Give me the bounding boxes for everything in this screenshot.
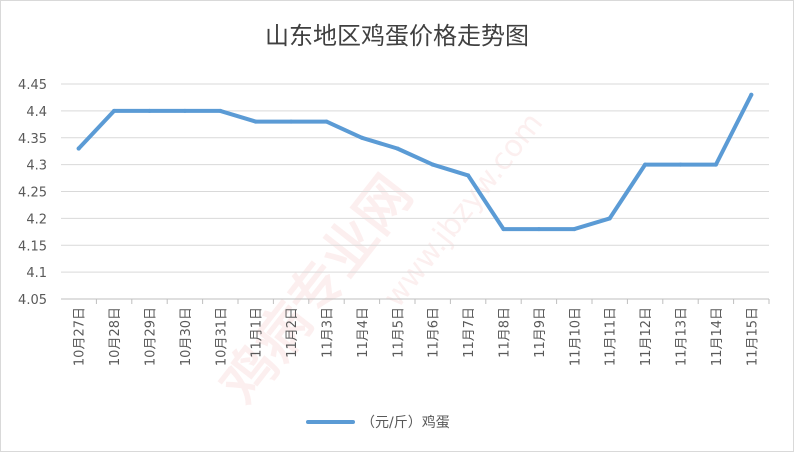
x-tick-label: 10月29日: [144, 307, 159, 366]
data-point: [182, 108, 187, 113]
y-tick-label: 4.25: [18, 186, 47, 201]
x-tick-label: 11月4日: [356, 307, 371, 358]
x-tick-label: 11月5日: [391, 307, 406, 358]
x-tick-label: 10月30日: [179, 307, 194, 366]
data-point: [501, 227, 506, 232]
x-axis-ticks: 10月27日 10月28日 10月29日 10月30日 10月31日 11月1日 11月2日…: [73, 299, 770, 366]
data-point: [324, 119, 329, 124]
chart-title: 山东地区鸡蛋价格走势图: [265, 22, 529, 50]
x-tick-label: 10月27日: [73, 307, 88, 366]
series-layer: [76, 92, 754, 232]
data-point: [430, 162, 435, 167]
data-point: [218, 108, 223, 113]
data-point: [395, 146, 400, 151]
x-tick-label: 11月12日: [639, 307, 654, 366]
x-tick-label: 10月28日: [108, 307, 123, 366]
data-point: [112, 108, 117, 113]
y-tick-label: 4.45: [18, 78, 47, 93]
x-tick-label: 11月15日: [745, 307, 760, 366]
data-point: [466, 173, 471, 178]
data-point: [643, 162, 648, 167]
x-tick-label: 11月13日: [675, 307, 690, 366]
data-point: [572, 227, 577, 232]
watermark: 鸡病专业网 www.jbzyw.com: [208, 106, 550, 415]
data-point: [289, 119, 294, 124]
data-point: [76, 146, 81, 151]
y-tick-label: 4.2: [26, 212, 47, 227]
data-point: [713, 162, 718, 167]
x-tick-label: 11月9日: [533, 307, 548, 358]
y-tick-label: 4.35: [18, 132, 47, 147]
x-tick-label: 11月11日: [604, 307, 619, 366]
y-tick-label: 4.1: [26, 266, 47, 281]
data-point: [359, 135, 364, 140]
data-point: [749, 92, 754, 97]
data-point: [147, 108, 152, 113]
y-axis-ticks: 4.05 4.1 4.15 4.2 4.25 4.3 4.35 4.4 4.45: [18, 78, 47, 308]
x-tick-label: 11月2日: [285, 307, 300, 358]
data-point: [536, 227, 541, 232]
x-tick-label: 11月7日: [462, 307, 477, 358]
data-point: [607, 216, 612, 221]
x-tick-label: 11月3日: [321, 307, 336, 358]
data-point: [253, 119, 258, 124]
x-tick-label: 10月31日: [214, 307, 229, 366]
x-tick-label: 11月8日: [498, 307, 513, 358]
x-tick-label: 11月1日: [250, 307, 265, 358]
legend-label: （元/斤）鸡蛋: [361, 414, 450, 431]
y-tick-label: 4.3: [26, 159, 47, 174]
y-tick-label: 4.15: [18, 239, 47, 254]
x-tick-label: 11月10日: [568, 307, 583, 366]
x-tick-label: 11月6日: [427, 307, 442, 358]
legend: （元/斤）鸡蛋: [306, 414, 450, 431]
y-tick-label: 4.05: [18, 293, 47, 308]
x-tick-label: 11月14日: [710, 307, 725, 366]
series-line: [76, 92, 754, 232]
data-point: [678, 162, 683, 167]
y-tick-label: 4.4: [26, 105, 47, 120]
